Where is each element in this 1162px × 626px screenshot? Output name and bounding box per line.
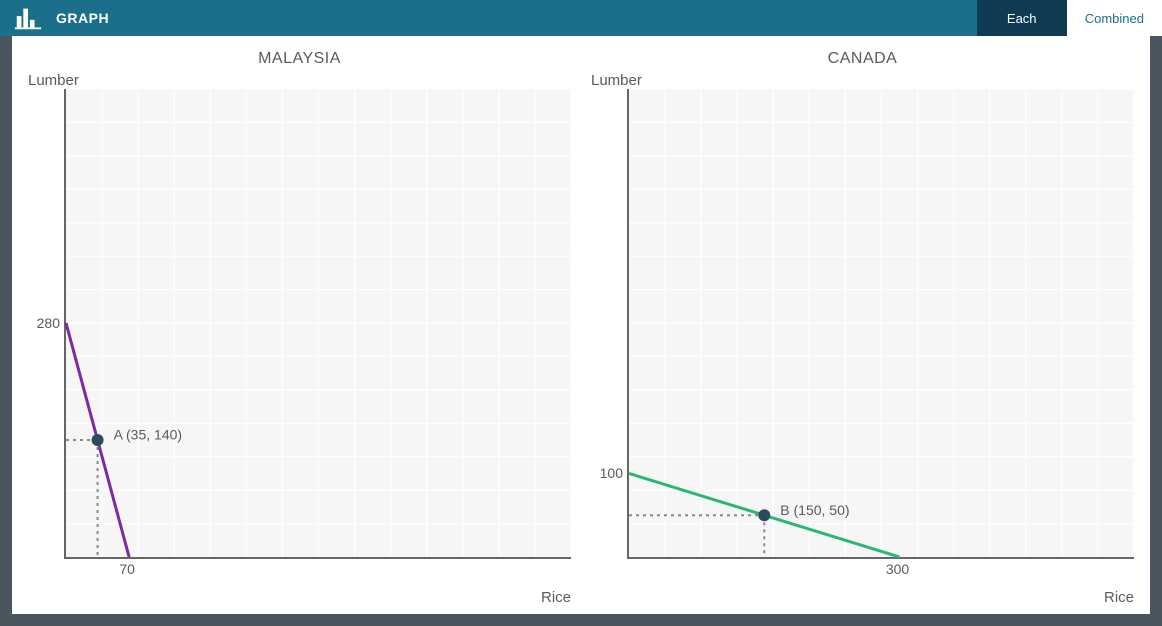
view-tabs: Each Combined — [977, 0, 1162, 36]
point-label: A (35, 140) — [114, 427, 183, 443]
panel-header: GRAPH Each Combined — [0, 0, 1162, 36]
x-tick: 70 — [119, 561, 135, 577]
graph-panel: GRAPH Each Combined MALAYSIA Lumber 280 … — [0, 0, 1162, 626]
y-axis: 280 — [28, 89, 64, 559]
y-axis-label: Lumber — [28, 72, 571, 89]
charts-container: MALAYSIA Lumber 280 A (35, 140) 70 Rice … — [12, 36, 1150, 614]
y-tick: 280 — [37, 315, 60, 331]
x-axis-label: Rice — [28, 589, 571, 606]
bar-chart-icon — [0, 0, 56, 36]
y-tick: 100 — [600, 465, 623, 481]
point-label: B (150, 50) — [780, 502, 849, 518]
x-axis-label: Rice — [591, 589, 1134, 606]
y-axis: 100 — [591, 89, 627, 559]
chart-canada: CANADA Lumber 100 B (150, 50) 300 Rice — [591, 50, 1134, 606]
chart-title: MALAYSIA — [28, 50, 571, 68]
data-point[interactable] — [758, 509, 770, 521]
plot-area[interactable]: B (150, 50) — [627, 89, 1134, 559]
x-axis: 70 — [64, 559, 571, 583]
tab-each[interactable]: Each — [977, 0, 1067, 36]
chart-malaysia: MALAYSIA Lumber 280 A (35, 140) 70 Rice — [28, 50, 571, 606]
x-axis: 300 — [627, 559, 1134, 583]
x-tick: 300 — [886, 561, 909, 577]
data-point[interactable] — [92, 434, 104, 446]
chart-title: CANADA — [591, 50, 1134, 68]
plot-area[interactable]: A (35, 140) — [64, 89, 571, 559]
tab-combined[interactable]: Combined — [1067, 0, 1162, 36]
y-axis-label: Lumber — [591, 72, 1134, 89]
panel-title: GRAPH — [56, 10, 109, 26]
